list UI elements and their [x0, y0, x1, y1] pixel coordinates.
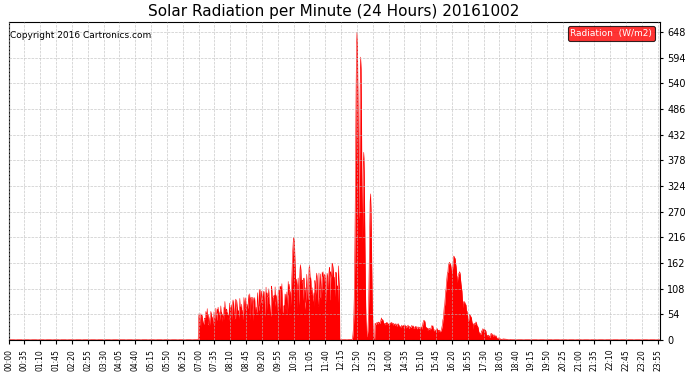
Text: Copyright 2016 Cartronics.com: Copyright 2016 Cartronics.com: [10, 31, 151, 40]
Legend: Radiation  (W/m2): Radiation (W/m2): [568, 26, 655, 40]
Title: Solar Radiation per Minute (24 Hours) 20161002: Solar Radiation per Minute (24 Hours) 20…: [148, 4, 520, 19]
